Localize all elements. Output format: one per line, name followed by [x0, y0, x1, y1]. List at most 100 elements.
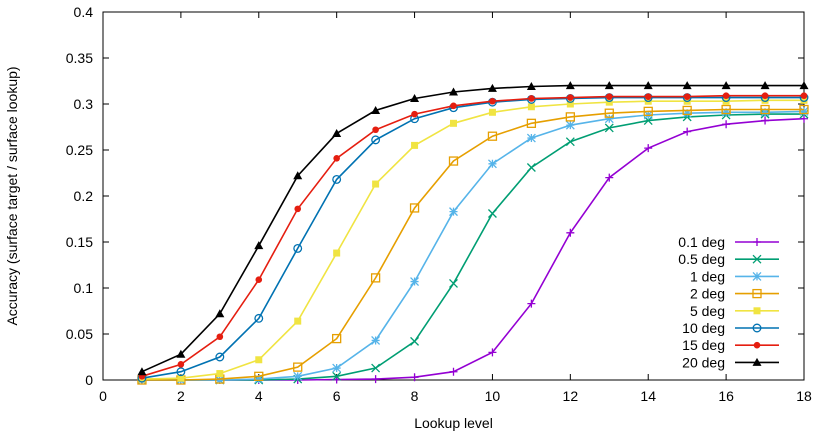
data-point — [722, 92, 730, 100]
data-point — [526, 82, 536, 91]
y-tick-label: 0 — [85, 372, 93, 388]
data-point — [760, 107, 770, 117]
data-point — [449, 278, 458, 288]
data-point — [176, 367, 186, 377]
data-point — [487, 159, 497, 169]
data-point — [799, 106, 809, 116]
series-line — [141, 110, 805, 381]
data-point — [752, 271, 762, 281]
data-point — [254, 374, 264, 384]
series-line — [141, 84, 804, 373]
data-point — [488, 348, 497, 357]
data-point — [682, 81, 692, 90]
legend-label: 10 deg — [682, 320, 725, 336]
data-point — [526, 163, 536, 172]
data-point — [761, 96, 769, 104]
y-tick-label: 0.4 — [74, 4, 94, 20]
data-point — [566, 100, 574, 108]
data-point — [752, 357, 762, 366]
data-point — [409, 203, 420, 213]
series-line — [141, 94, 804, 378]
x-tick-label: 0 — [99, 388, 107, 404]
data-point — [604, 114, 614, 124]
data-point — [372, 180, 380, 188]
data-point — [450, 102, 457, 110]
y-tick-label: 0.05 — [66, 326, 93, 342]
data-point — [761, 116, 770, 125]
legend-label: 0.5 deg — [678, 251, 725, 267]
data-point — [254, 371, 264, 381]
series-line — [141, 96, 804, 379]
data-point — [410, 277, 420, 287]
series-20-deg — [137, 81, 809, 376]
x-tick-label: 2 — [177, 388, 185, 404]
legend-label: 2 deg — [690, 286, 725, 302]
legend-label: 1 deg — [690, 268, 725, 284]
data-point — [371, 135, 381, 145]
data-point — [683, 93, 691, 100]
data-point — [567, 94, 574, 101]
legend-entry: 5 deg — [690, 303, 779, 319]
data-point — [526, 133, 536, 143]
x-tick-label: 16 — [718, 388, 734, 404]
data-point — [215, 352, 225, 362]
data-point — [216, 370, 224, 378]
x-tick-label: 14 — [640, 388, 656, 404]
y-tick-label: 0.35 — [66, 50, 93, 66]
data-point — [255, 276, 263, 284]
data-point — [254, 313, 264, 323]
data-point — [682, 105, 692, 116]
data-point — [605, 173, 614, 182]
data-point — [566, 228, 575, 237]
data-point — [799, 81, 809, 90]
data-point — [293, 243, 303, 253]
data-point — [528, 95, 535, 102]
data-point — [605, 98, 613, 106]
data-point — [293, 371, 303, 381]
data-point — [526, 118, 537, 128]
y-axis-title: Accuracy (surface target / surface looku… — [4, 66, 20, 325]
data-point — [721, 81, 731, 90]
data-point — [294, 317, 302, 325]
x-tick-label: 10 — [485, 388, 501, 404]
axes: 0 2 4 6 8 10 12 14 16 18 0 0.05 0.1 0.15 0.2 0.25 0.3 0.3… — [66, 4, 812, 404]
data-point — [449, 87, 458, 96]
data-point — [372, 126, 379, 134]
data-point — [800, 114, 808, 123]
x-axis-title: Lookup level — [414, 415, 493, 431]
data-point — [448, 156, 459, 166]
data-point — [176, 349, 186, 358]
data-point — [371, 335, 381, 345]
data-point — [215, 309, 225, 318]
data-point — [177, 374, 185, 382]
data-point — [489, 97, 496, 105]
data-point — [487, 83, 497, 92]
data-point — [565, 81, 575, 90]
data-point — [410, 93, 420, 102]
data-point — [753, 307, 761, 315]
legend-entry: 15 deg — [682, 337, 779, 353]
y-tick-label: 0.15 — [66, 234, 93, 250]
legend-entry: 0.1 deg — [678, 234, 779, 250]
data-point — [753, 238, 761, 246]
x-tick-label: 4 — [255, 388, 263, 404]
data-point — [752, 288, 762, 299]
data-point — [333, 249, 341, 257]
x-tick-label: 8 — [411, 388, 419, 404]
data-point — [721, 107, 731, 117]
data-point — [332, 363, 342, 373]
series-line — [141, 99, 804, 380]
data-point — [644, 93, 652, 100]
data-point — [565, 112, 575, 122]
data-point — [760, 81, 770, 90]
data-point — [333, 154, 340, 162]
data-point — [215, 375, 225, 385]
data-point — [294, 205, 302, 213]
data-point — [411, 141, 419, 149]
data-point — [411, 110, 418, 118]
data-point — [527, 299, 536, 308]
y-tick-label: 0.3 — [74, 96, 94, 112]
data-point — [527, 103, 535, 111]
